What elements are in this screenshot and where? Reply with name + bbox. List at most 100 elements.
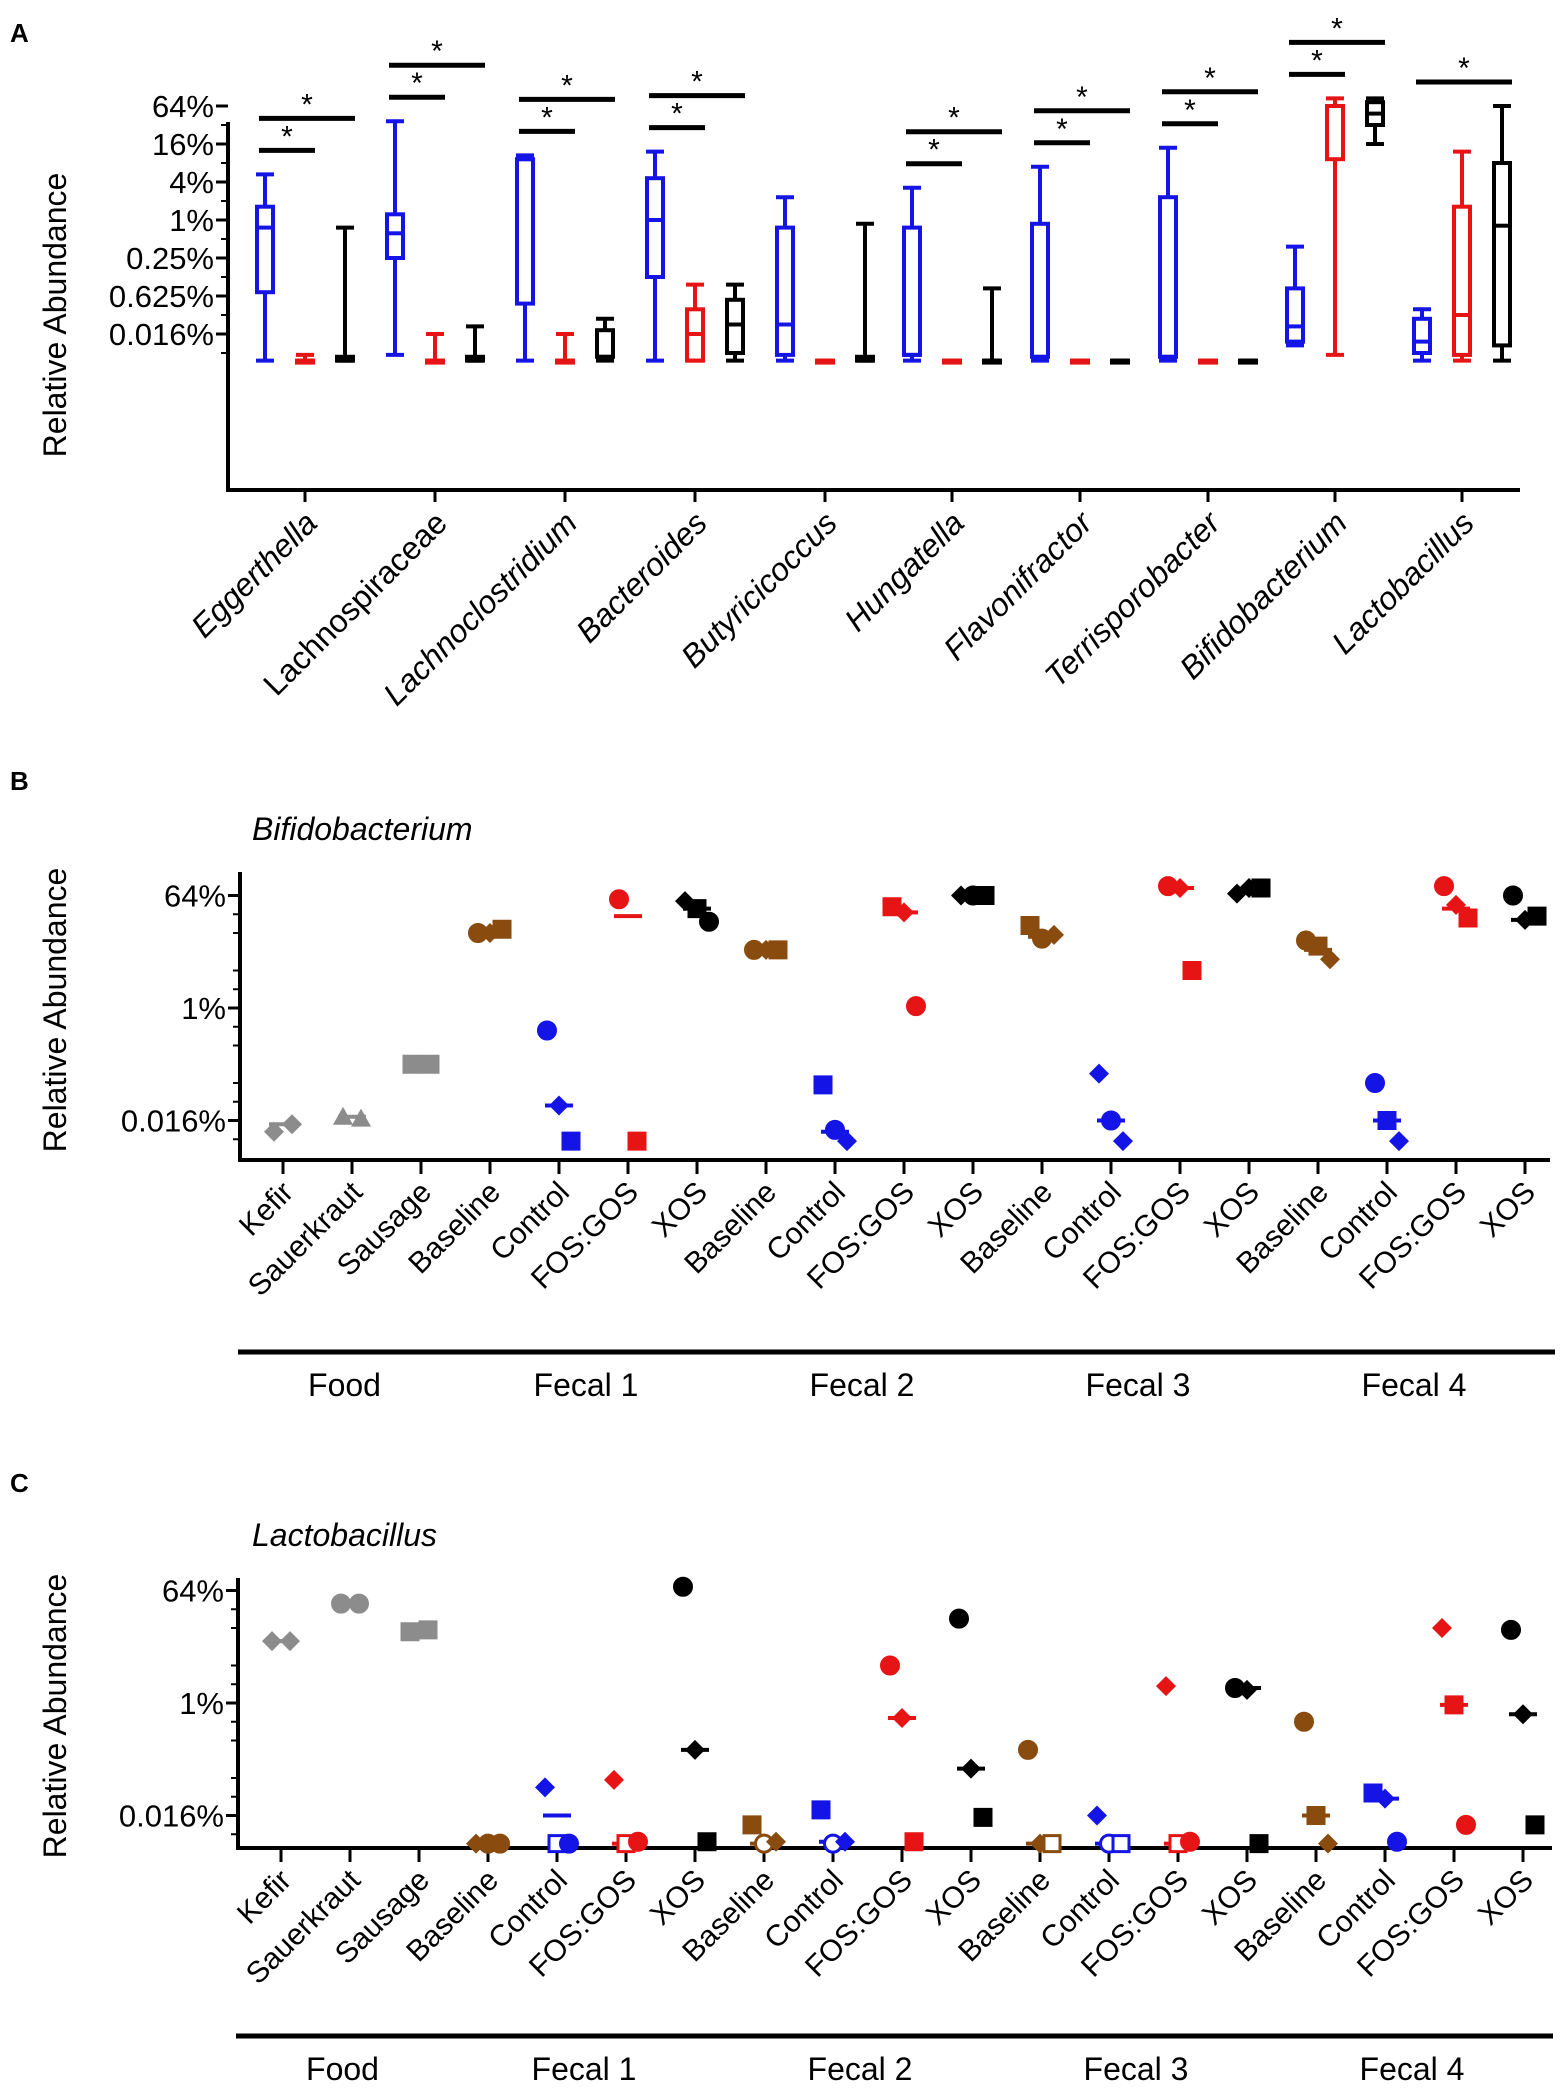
panel-b-group-labels: Food Fecal 1 Fecal 2 Fecal 3 Fecal 4 — [308, 1367, 1466, 1403]
box-body — [1492, 161, 1512, 348]
point-circle — [949, 1608, 969, 1629]
point-diamond — [280, 1631, 300, 1652]
box-body — [645, 176, 665, 279]
point-diamond — [535, 1777, 555, 1798]
point-square — [1182, 961, 1202, 980]
point-circle — [349, 1593, 369, 1614]
panel-a-ylabel: Relative Abundance — [37, 173, 73, 458]
panel-a-sig-star: * — [948, 102, 960, 135]
panel-b-group-label: Fecal 3 — [1086, 1367, 1191, 1403]
point-circle — [1018, 1739, 1038, 1760]
panel-a-box-fos-gos — [295, 352, 315, 365]
point-diamond — [837, 1131, 857, 1152]
panel-a-box-control — [1412, 307, 1432, 363]
panel-a-sig-star: * — [301, 88, 313, 121]
point-circle — [699, 911, 719, 932]
panel-a-tick-label: 4% — [169, 165, 214, 200]
point-diamond — [1170, 878, 1190, 898]
point-diamond — [1089, 1063, 1109, 1084]
panel-a-box-xos — [1110, 358, 1130, 365]
panel-a-box-xos — [465, 324, 485, 363]
panel-c-group-label: Fecal 4 — [1360, 2051, 1465, 2087]
point-square — [811, 1800, 831, 1820]
point-square — [1525, 1815, 1545, 1835]
point-circle — [1501, 1619, 1521, 1640]
point-circle — [880, 1655, 900, 1676]
panel-a-box-control — [1158, 145, 1178, 363]
point-diamond — [1156, 1676, 1176, 1697]
point-square — [975, 886, 995, 905]
point-diamond — [262, 1631, 282, 1652]
panel-a-category-label: Bacteroides — [569, 504, 714, 649]
panel-c-points — [236, 1576, 1553, 2039]
panel-a-tick-label: 64% — [152, 89, 214, 124]
point-diamond — [685, 1739, 705, 1760]
point-circle — [1180, 1831, 1200, 1852]
panel-c-tick-label: 0.016% — [119, 1799, 224, 1834]
panel-a-sig-star: * — [1056, 113, 1068, 146]
panel-c-group-label: Fecal 1 — [532, 2051, 637, 2087]
point-square — [973, 1807, 993, 1827]
panel-a-box-fos-gos — [1070, 358, 1090, 365]
point-circle — [1456, 1814, 1476, 1835]
panel-c-column-label: XOS — [1472, 1864, 1540, 1932]
point-square — [627, 1131, 647, 1151]
panel-c-group-label: Fecal 3 — [1084, 2051, 1189, 2087]
panel-a-box-xos — [595, 316, 615, 363]
panel-a-box-fos-gos — [555, 332, 575, 365]
point-square — [813, 1075, 833, 1095]
point-square — [1377, 1111, 1397, 1130]
point-diamond — [264, 1121, 284, 1142]
point-diamond — [1432, 1618, 1452, 1638]
point-circle — [1387, 1831, 1407, 1852]
box-body — [1030, 221, 1050, 359]
point-square — [1444, 1695, 1464, 1715]
point-diamond — [894, 902, 914, 923]
panel-a-box-xos — [1365, 96, 1385, 146]
panel-b-group-label: Food — [308, 1367, 381, 1403]
point-square — [1251, 878, 1271, 898]
point-circle — [628, 1831, 648, 1852]
point-triangle — [333, 1106, 353, 1125]
point-diamond — [1320, 949, 1340, 970]
point-diamond — [1087, 1805, 1107, 1826]
panel-c: C Lactobacillus Relative Abundance 64% 1… — [10, 1468, 1553, 2087]
point-diamond — [961, 1758, 981, 1779]
panel-a-sig-star: * — [1076, 81, 1088, 114]
panel-b-tick-label: 0.016% — [121, 1104, 226, 1139]
panel-c-tick-label: 1% — [179, 1686, 224, 1721]
point-circle — [537, 1020, 557, 1041]
point-diamond — [1513, 1704, 1533, 1725]
panel-c-tick-label: 64% — [162, 1574, 224, 1609]
point-square — [1111, 1834, 1131, 1854]
panel-b-tick-label: 1% — [181, 991, 226, 1026]
point-circle — [673, 1576, 693, 1597]
panel-a-tick-label: 0.625% — [109, 279, 214, 314]
point-circle — [559, 1833, 579, 1854]
point-square — [420, 1054, 440, 1074]
point-square — [742, 1815, 762, 1835]
box-body — [1325, 104, 1345, 162]
panel-a-box-control — [902, 185, 922, 363]
point-square — [400, 1622, 420, 1642]
box-body — [1285, 286, 1305, 344]
panel-a-category-labels: Eggerthella Lachnospiraceae Lachnoclostr… — [184, 504, 1481, 713]
point-square — [1308, 936, 1328, 956]
point-diamond — [282, 1114, 302, 1135]
point-triangle — [351, 1108, 371, 1127]
point-diamond — [1113, 1131, 1133, 1152]
point-diamond — [1375, 1788, 1395, 1809]
panel-c-letter: C — [10, 1468, 29, 1498]
panel-a-sig-star: * — [1331, 12, 1343, 45]
panel-a-category-label: Eggerthella — [184, 504, 324, 644]
panel-a-tick-label: 0.016% — [109, 317, 214, 352]
point-square — [492, 919, 512, 939]
panel-a-box-xos — [855, 221, 875, 363]
box-body — [775, 225, 795, 357]
panel-a-sig-star: * — [541, 101, 553, 134]
panel-c-group-labels: Food Fecal 1 Fecal 2 Fecal 3 Fecal 4 — [306, 2051, 1464, 2087]
box-body — [255, 204, 275, 295]
panel-a-box-xos — [1492, 104, 1512, 363]
point-diamond — [1389, 1131, 1409, 1152]
panel-a-sig-star: * — [1204, 62, 1216, 95]
